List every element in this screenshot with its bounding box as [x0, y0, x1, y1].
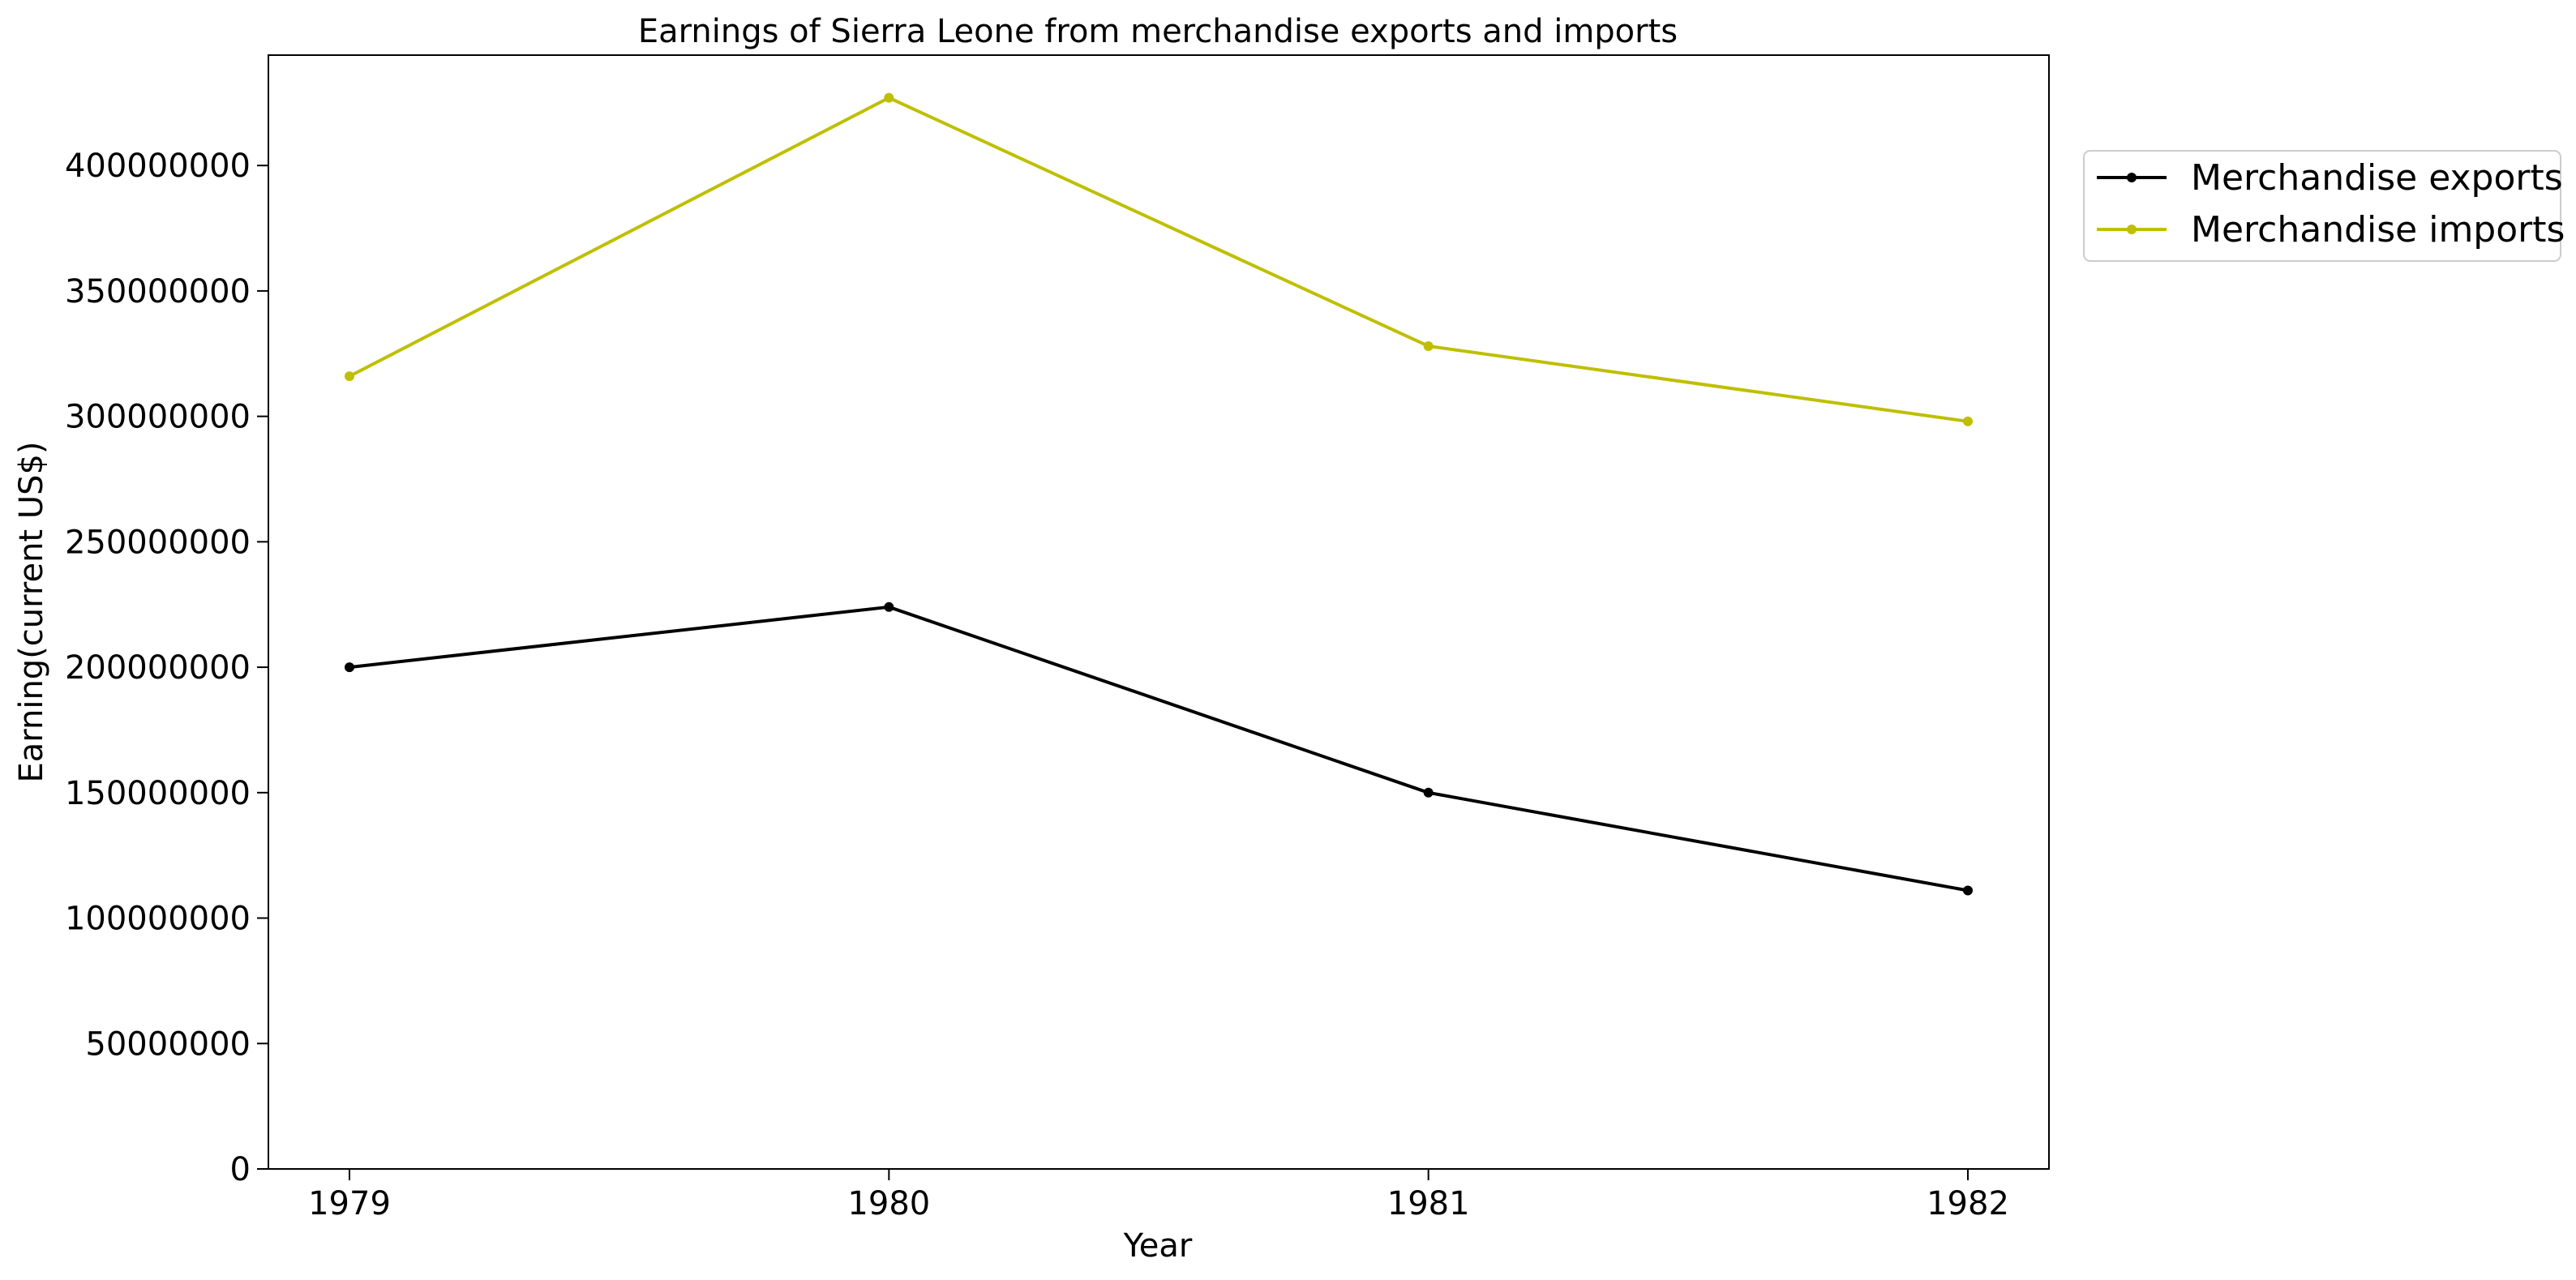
x-axis: 1979 1980 1981 1982: [308, 1169, 2009, 1222]
series-line: [349, 605, 1969, 893]
data-point: [1423, 787, 1434, 798]
data-point: [1963, 416, 1973, 426]
series-merchandise-exports: [345, 601, 1973, 896]
series-merchandise-imports: [345, 92, 1973, 426]
legend-item: Merchandise imports: [2097, 209, 2565, 250]
legend: Merchandise exports Merchandise imports: [2083, 150, 2565, 262]
plot-frame: [268, 54, 2050, 1170]
x-tick-label: 1979: [308, 1185, 391, 1222]
series-line: [349, 96, 1969, 423]
y-tick-label: 300000000: [65, 399, 251, 436]
legend-swatch-marker: [2127, 173, 2137, 182]
data-point: [1423, 340, 1434, 351]
y-tick-label: 100000000: [65, 901, 251, 938]
legend-swatch-marker: [2127, 225, 2137, 234]
x-tick-label: 1982: [1927, 1185, 2009, 1222]
data-point: [1963, 885, 1973, 896]
data-point: [884, 601, 894, 612]
y-tick-label: 0: [230, 1151, 251, 1188]
y-tick-label: 250000000: [65, 524, 251, 561]
legend-box: [2083, 150, 2561, 262]
legend-item: Merchandise exports: [2097, 157, 2563, 199]
y-tick-label: 50000000: [85, 1025, 251, 1063]
data-point: [345, 371, 354, 382]
y-tick-label: 400000000: [65, 148, 251, 185]
y-tick-label: 200000000: [65, 649, 251, 687]
y-tick-label: 350000000: [65, 273, 251, 310]
chart-title: Earnings of Sierra Leone from merchandis…: [638, 13, 1678, 50]
x-axis-label: Year: [1123, 1227, 1193, 1265]
legend-label: Merchandise exports: [2191, 157, 2563, 199]
data-point: [884, 92, 894, 103]
data-point: [345, 662, 354, 673]
y-axis-label: Earning(current US$): [13, 441, 50, 782]
x-tick-label: 1980: [847, 1185, 930, 1222]
legend-label: Merchandise imports: [2191, 209, 2565, 250]
y-tick-label: 150000000: [65, 775, 251, 812]
series-layer: [345, 92, 1973, 896]
x-tick-label: 1981: [1387, 1185, 1470, 1222]
y-axis: 0 50000000 100000000 150000000 200000000 2500…: [65, 148, 268, 1188]
